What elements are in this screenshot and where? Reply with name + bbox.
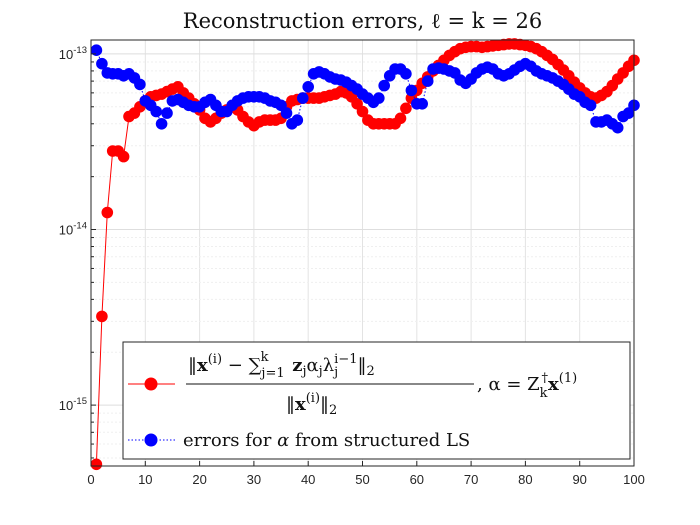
series-0-point: [400, 102, 412, 115]
series-1-point: [155, 118, 168, 130]
series-0-point: [356, 105, 369, 118]
series-1-point: [150, 105, 162, 118]
chart-title: Reconstruction errors, ℓ = k = 26: [183, 9, 542, 33]
series-1-point: [611, 121, 624, 134]
x-tick-label: 30: [247, 472, 261, 487]
series-1-point: [378, 79, 391, 92]
x-tick-label: 0: [87, 472, 94, 487]
x-tick-label: 40: [301, 472, 315, 487]
series-1-point: [400, 68, 412, 80]
series-1-point: [280, 107, 293, 119]
legend-marker-series-0: [144, 377, 158, 391]
series-1-point: [96, 57, 108, 70]
x-tick-label: 70: [464, 472, 478, 487]
legend-label-series-1: errors for α from structured LS: [183, 430, 470, 451]
series-0-point: [101, 206, 114, 219]
legend-marker-series-1: [144, 433, 158, 447]
series-1-point: [90, 44, 103, 56]
series-1-point: [373, 92, 385, 104]
series-1-point: [584, 99, 597, 112]
series-1-point: [161, 107, 173, 119]
series-1: [90, 44, 640, 134]
x-tick-label: 60: [410, 472, 424, 487]
y-tick-label: 10-14: [59, 221, 87, 238]
y-axis-ticks: 10-15 10-14 10-13: [59, 45, 96, 459]
series-1-point: [297, 92, 309, 104]
x-tick-label: 50: [355, 472, 369, 487]
legend: ‖x(i) − ∑j=1k zjαjλji−1‖2 ‖x(i)‖2 , α = …: [122, 341, 631, 460]
svg-text:‖x(i) − ∑j=1k zjαjλji−1‖2: ‖x(i) − ∑j=1k zjαjλji−1‖2: [188, 350, 375, 381]
series-1-point: [134, 78, 146, 91]
y-tick-label: 10-13: [59, 45, 87, 62]
x-tick-label: 100: [623, 472, 645, 487]
series-1-point: [416, 98, 429, 110]
series-1-point: [405, 84, 418, 97]
series-0-point: [90, 458, 103, 471]
series-0-point: [394, 112, 407, 125]
series-1-point: [421, 75, 434, 87]
x-tick-label: 10: [138, 472, 152, 487]
x-axis-ticks: 0 10 20 30 40 50 60 70 80 90 100: [87, 461, 645, 487]
series-1-point: [302, 81, 315, 93]
series-0-point: [117, 150, 130, 163]
series-layer: [90, 38, 640, 471]
x-tick-label: 90: [572, 472, 586, 487]
series-0-point: [96, 310, 108, 323]
legend-label-series-0: ‖x(i) − ∑j=1k zjαjλji−1‖2 ‖x(i)‖2 , α = …: [186, 350, 577, 418]
series-1-point: [291, 114, 304, 126]
legend-box: [122, 341, 631, 460]
x-tick-label: 20: [192, 472, 206, 487]
x-tick-label: 80: [518, 472, 532, 487]
y-tick-label: 10-15: [59, 396, 87, 413]
